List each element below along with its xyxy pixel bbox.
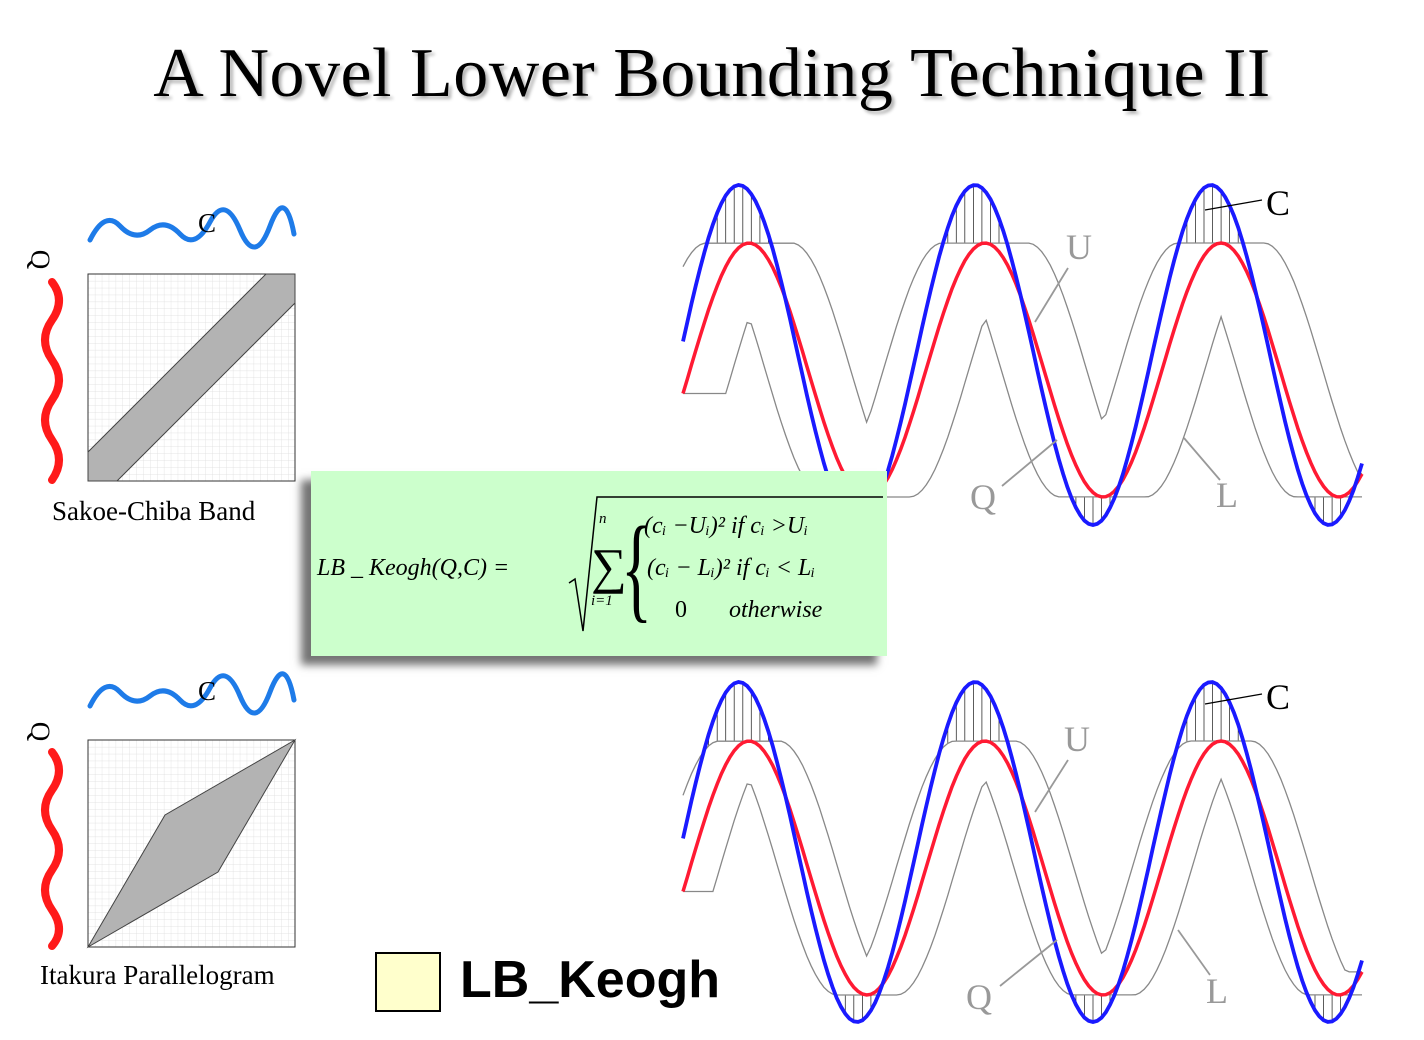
series-label-q: Q xyxy=(966,977,992,1017)
sum-upper-limit: n xyxy=(599,511,607,527)
mini-c-label: C xyxy=(198,676,217,706)
sum-lower-limit: i=1 xyxy=(591,593,613,609)
upper-envelope-line xyxy=(682,740,1362,973)
l-pointer xyxy=(1177,929,1211,976)
summation-symbol: ∑ xyxy=(591,538,627,594)
case-3-value: 0 xyxy=(675,597,687,623)
series-label-q: Q xyxy=(970,477,996,517)
mini-c-label: C xyxy=(198,208,217,238)
series-label-c: C xyxy=(1266,183,1291,223)
u-pointer xyxy=(1034,759,1069,813)
formula-lhs: LB _ Keogh(Q,C) = xyxy=(316,555,509,581)
itakura-caption: Itakura Parallelogram xyxy=(40,960,275,990)
case-1: (cᵢ −Uᵢ)² if cᵢ >Uᵢ xyxy=(644,513,808,539)
sqrt-radical xyxy=(568,496,883,632)
l-pointer xyxy=(1183,437,1221,481)
q-series-line xyxy=(681,739,1364,997)
legend-label: LB_Keogh xyxy=(460,951,720,1009)
c-pointer xyxy=(1204,693,1263,705)
mini-q-series xyxy=(41,748,63,950)
mini-q-series xyxy=(41,278,63,484)
sakoe-chiba-band xyxy=(87,273,296,482)
q-pointer xyxy=(1001,439,1058,487)
itakura-parallelogram xyxy=(86,738,297,949)
upper-envelope-line xyxy=(682,242,1363,475)
q-pointer xyxy=(999,939,1058,987)
case-3-condition: otherwise xyxy=(729,597,823,623)
case-2: (cᵢ − Lᵢ)² if cᵢ < Lᵢ xyxy=(647,555,815,581)
lb-keogh-formula: LB _ Keogh(Q,C) = n ∑ i=1 { (cᵢ −Uᵢ)² if… xyxy=(316,496,883,633)
c-series-line xyxy=(681,183,1364,527)
lb-keogh-hatching xyxy=(708,682,1350,1022)
c-pointer xyxy=(1204,199,1263,211)
lower-envelope-line xyxy=(683,777,1362,996)
slide-title: A Novel Lower Bounding Technique II xyxy=(153,35,1271,112)
sakoe-chiba-diagram xyxy=(41,205,297,484)
mini-c-series xyxy=(87,671,297,716)
c-series-line xyxy=(681,680,1364,1024)
itakura-diagram xyxy=(41,671,297,950)
mini-c-series xyxy=(87,205,297,250)
cases-brace: { xyxy=(621,502,652,633)
legend-swatch xyxy=(375,952,441,1012)
lower-envelope-line xyxy=(683,314,1362,498)
series-label-u: U xyxy=(1066,227,1092,267)
series-label-u: U xyxy=(1064,719,1090,759)
formula-box: LB _ Keogh(Q,C) = n ∑ i=1 { (cᵢ −Uᵢ)² if… xyxy=(311,471,887,656)
series-label-l: L xyxy=(1216,475,1238,515)
series-label-c: C xyxy=(1266,677,1291,717)
series-label-l: L xyxy=(1206,971,1228,1011)
u-pointer xyxy=(1034,267,1069,323)
sakoe-chiba-caption: Sakoe-Chiba Band xyxy=(52,496,256,526)
